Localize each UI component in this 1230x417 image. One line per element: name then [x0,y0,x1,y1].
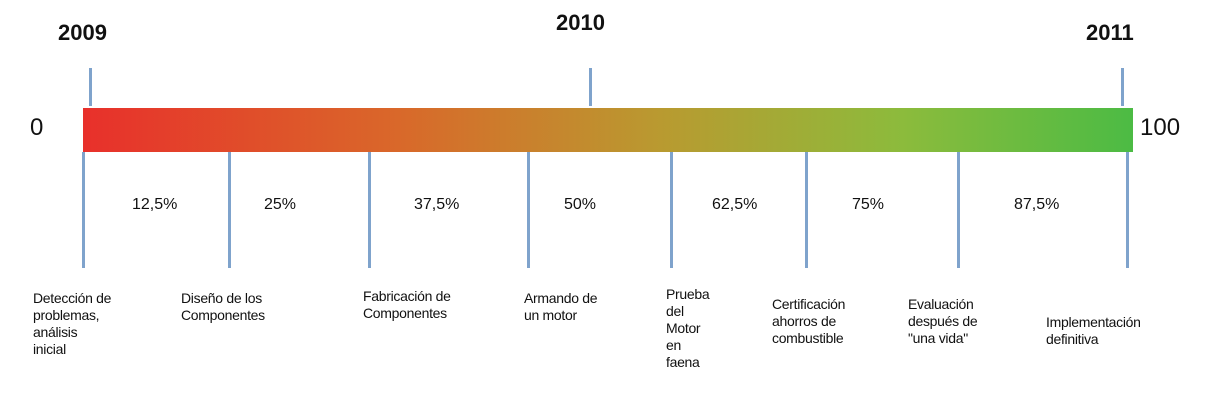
stage-label: faena [666,354,700,370]
percentage-label: 12,5% [132,196,178,213]
stage-label: análisis [33,324,78,340]
year-tick [1121,68,1124,106]
stage-label: inicial [33,341,66,357]
year-tick [589,68,592,106]
year-tick [89,68,92,106]
stage-label: Implementación [1046,314,1141,330]
stage-label: un motor [524,307,577,323]
year-label: 2009 [58,20,107,45]
stage-label: combustible [772,330,844,346]
stage-label: Certificación [772,296,846,312]
percentage-label: 75% [852,196,885,213]
stage-label: después de [908,313,978,329]
percentage-label: 62,5% [712,196,758,213]
stage-tick [1126,152,1129,268]
stage-tick [228,152,231,268]
stage-label: ahorros de [772,313,836,329]
stage-label: Componentes [181,307,265,323]
stage-tick [368,152,371,268]
stage-label: Prueba [666,286,710,302]
stage-label: Motor [666,320,701,336]
stage-label: del [666,303,684,319]
stage-tick [82,152,85,268]
stage-label: Armando de [524,290,598,306]
stage-label: Diseño de los [181,290,262,306]
stage-label: Componentes [363,305,447,321]
scale-start: 0 [30,114,44,141]
stage-label: definitiva [1046,331,1099,347]
scale-end: 100 [1140,114,1181,141]
percentage-label: 25% [264,196,297,213]
stage-tick [805,152,808,268]
stage-label: problemas, [33,307,100,323]
percentage-label: 37,5% [414,196,460,213]
stage-label: Evaluación [908,296,974,312]
stage-label: Detección de [33,290,112,306]
stage-tick [527,152,530,268]
progress-bar [83,108,1133,152]
stage-label: "una vida" [908,330,968,346]
percentage-label: 50% [564,196,597,213]
year-label: 2010 [556,10,605,35]
percentage-label: 87,5% [1014,196,1060,213]
stage-tick [670,152,673,268]
stage-tick [957,152,960,268]
year-label: 2011 [1086,20,1134,45]
stage-label: en [666,337,681,353]
stage-label: Fabricación de [363,288,451,304]
